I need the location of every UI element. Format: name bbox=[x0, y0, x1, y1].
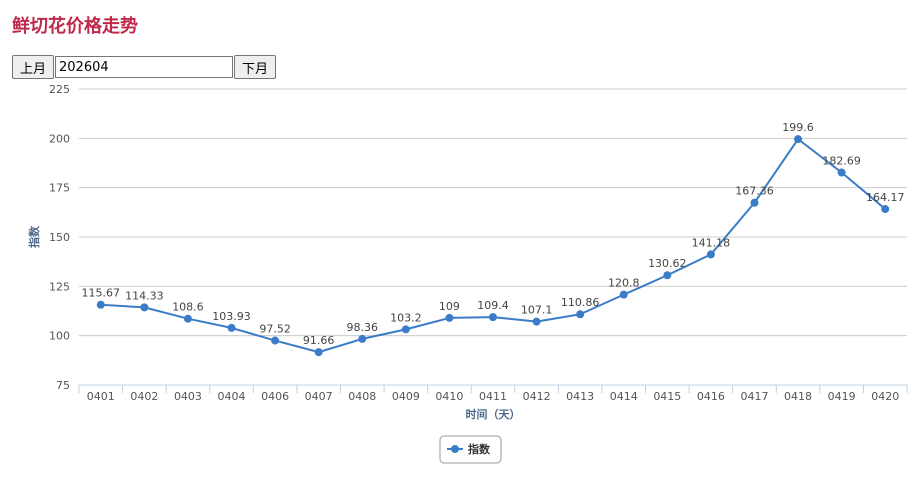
data-point[interactable] bbox=[140, 303, 149, 312]
data-label: 108.6 bbox=[172, 301, 204, 314]
data-label: 91.66 bbox=[303, 334, 335, 347]
data-label: 120.8 bbox=[608, 277, 640, 290]
grid-lines bbox=[79, 88, 907, 386]
data-point[interactable] bbox=[794, 135, 803, 144]
data-point[interactable] bbox=[881, 205, 890, 214]
y-axis-title: 指数 bbox=[27, 225, 41, 248]
data-point[interactable] bbox=[401, 325, 410, 334]
data-label: 164.17 bbox=[866, 191, 905, 204]
x-tick-label: 0409 bbox=[392, 390, 420, 403]
legend-marker bbox=[451, 445, 459, 453]
data-label: 103.93 bbox=[212, 310, 251, 323]
x-tick-label: 0404 bbox=[218, 390, 246, 403]
x-tick-label: 0416 bbox=[697, 390, 725, 403]
data-label: 141.18 bbox=[692, 236, 731, 249]
data-label: 114.33 bbox=[125, 289, 164, 302]
data-point[interactable] bbox=[183, 314, 192, 323]
prev-month-button[interactable]: 上月 bbox=[12, 55, 55, 79]
data-point[interactable] bbox=[706, 250, 715, 259]
x-tick-label: 0413 bbox=[566, 390, 594, 403]
y-tick-label: 125 bbox=[49, 280, 70, 293]
next-month-button[interactable]: 下月 bbox=[234, 55, 277, 79]
data-labels: 115.67 114.33 108.6 103.93 97.52 91.66 98.36 10… bbox=[82, 121, 905, 347]
x-tick-label: 0402 bbox=[130, 390, 158, 403]
data-label: 109.4 bbox=[477, 299, 509, 312]
data-point[interactable] bbox=[576, 310, 585, 319]
x-tick-label: 0415 bbox=[653, 390, 681, 403]
legend[interactable]: 指数 bbox=[439, 435, 502, 464]
data-label: 182.69 bbox=[822, 154, 861, 167]
x-tick-label: 0410 bbox=[435, 390, 463, 403]
data-label: 97.52 bbox=[259, 323, 291, 336]
data-point[interactable] bbox=[358, 334, 367, 343]
x-tick-label: 0412 bbox=[523, 390, 551, 403]
data-label: 107.1 bbox=[521, 304, 553, 317]
axes: 75 100 125 150 175 200 225 0401 0402 0403 0404 0406… bbox=[49, 83, 908, 403]
y-tick-label: 100 bbox=[49, 330, 70, 343]
x-axis-title: 时间（天） bbox=[466, 407, 521, 421]
legend-label: 指数 bbox=[468, 442, 491, 456]
x-tick-label: 0408 bbox=[348, 390, 376, 403]
data-label: 110.86 bbox=[561, 296, 600, 309]
x-tick-label: 0401 bbox=[87, 390, 115, 403]
y-tick-label: 200 bbox=[49, 132, 70, 145]
data-label: 98.36 bbox=[347, 321, 379, 334]
data-point[interactable] bbox=[837, 168, 846, 177]
data-label: 130.62 bbox=[648, 257, 687, 270]
x-tick-label: 0417 bbox=[740, 390, 768, 403]
x-tick-label: 0420 bbox=[871, 390, 899, 403]
y-tick-label: 150 bbox=[49, 231, 70, 244]
x-tick-label: 0411 bbox=[479, 390, 507, 403]
y-tick-label: 175 bbox=[49, 182, 70, 195]
legend-box[interactable] bbox=[439, 435, 502, 464]
data-label: 109 bbox=[439, 300, 460, 313]
x-tick-label: 0419 bbox=[828, 390, 856, 403]
data-point[interactable] bbox=[663, 271, 672, 280]
page-title: 鲜切花价格走势 bbox=[12, 16, 138, 37]
data-point[interactable] bbox=[314, 348, 323, 357]
x-tick-label: 0403 bbox=[174, 390, 202, 403]
y-tick-label: 75 bbox=[56, 379, 70, 392]
x-tick-label: 0407 bbox=[305, 390, 333, 403]
x-tick-label: 0414 bbox=[610, 390, 638, 403]
month-input[interactable] bbox=[55, 56, 234, 78]
data-point[interactable] bbox=[532, 317, 541, 326]
data-label: 103.2 bbox=[390, 311, 422, 324]
data-label: 115.67 bbox=[82, 287, 121, 300]
data-point[interactable] bbox=[445, 313, 454, 322]
x-tick-label: 0406 bbox=[261, 390, 289, 403]
x-tick-label: 0418 bbox=[784, 390, 812, 403]
data-point[interactable] bbox=[489, 313, 497, 322]
data-point[interactable] bbox=[750, 198, 759, 207]
month-navigator: 上月 下月 bbox=[12, 55, 277, 79]
data-point[interactable] bbox=[271, 336, 280, 345]
data-point[interactable] bbox=[227, 323, 236, 332]
data-point[interactable] bbox=[96, 300, 105, 309]
data-label: 167.36 bbox=[735, 185, 774, 198]
data-label: 199.6 bbox=[782, 121, 814, 134]
series-layer bbox=[96, 135, 890, 357]
y-tick-label: 225 bbox=[49, 83, 70, 96]
data-point[interactable] bbox=[619, 290, 628, 299]
